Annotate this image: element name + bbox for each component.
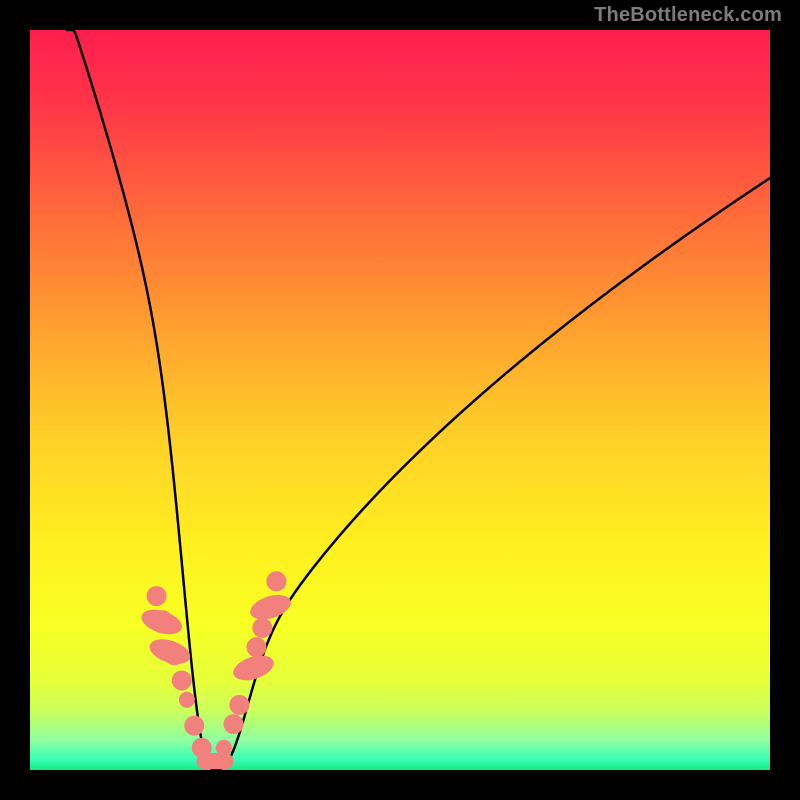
plot-area [30,30,770,770]
plot-svg [30,30,770,770]
marker-dot [246,637,266,657]
marker-dot [172,670,192,690]
marker-dot [252,618,272,638]
marker-dot [266,571,286,591]
chart-container: TheBottleneck.com [0,0,800,800]
marker-dot [192,738,212,758]
marker-dot [216,740,232,756]
marker-dot [155,610,171,626]
marker-dot [229,695,249,715]
marker-dot [261,598,277,614]
marker-dot [147,586,167,606]
marker-dot [224,714,244,734]
marker-dot [164,645,184,665]
marker-dot [179,692,195,708]
marker-dot [241,664,257,680]
marker-dot [184,716,204,736]
gradient-background [30,30,770,770]
attribution-text: TheBottleneck.com [594,4,782,27]
